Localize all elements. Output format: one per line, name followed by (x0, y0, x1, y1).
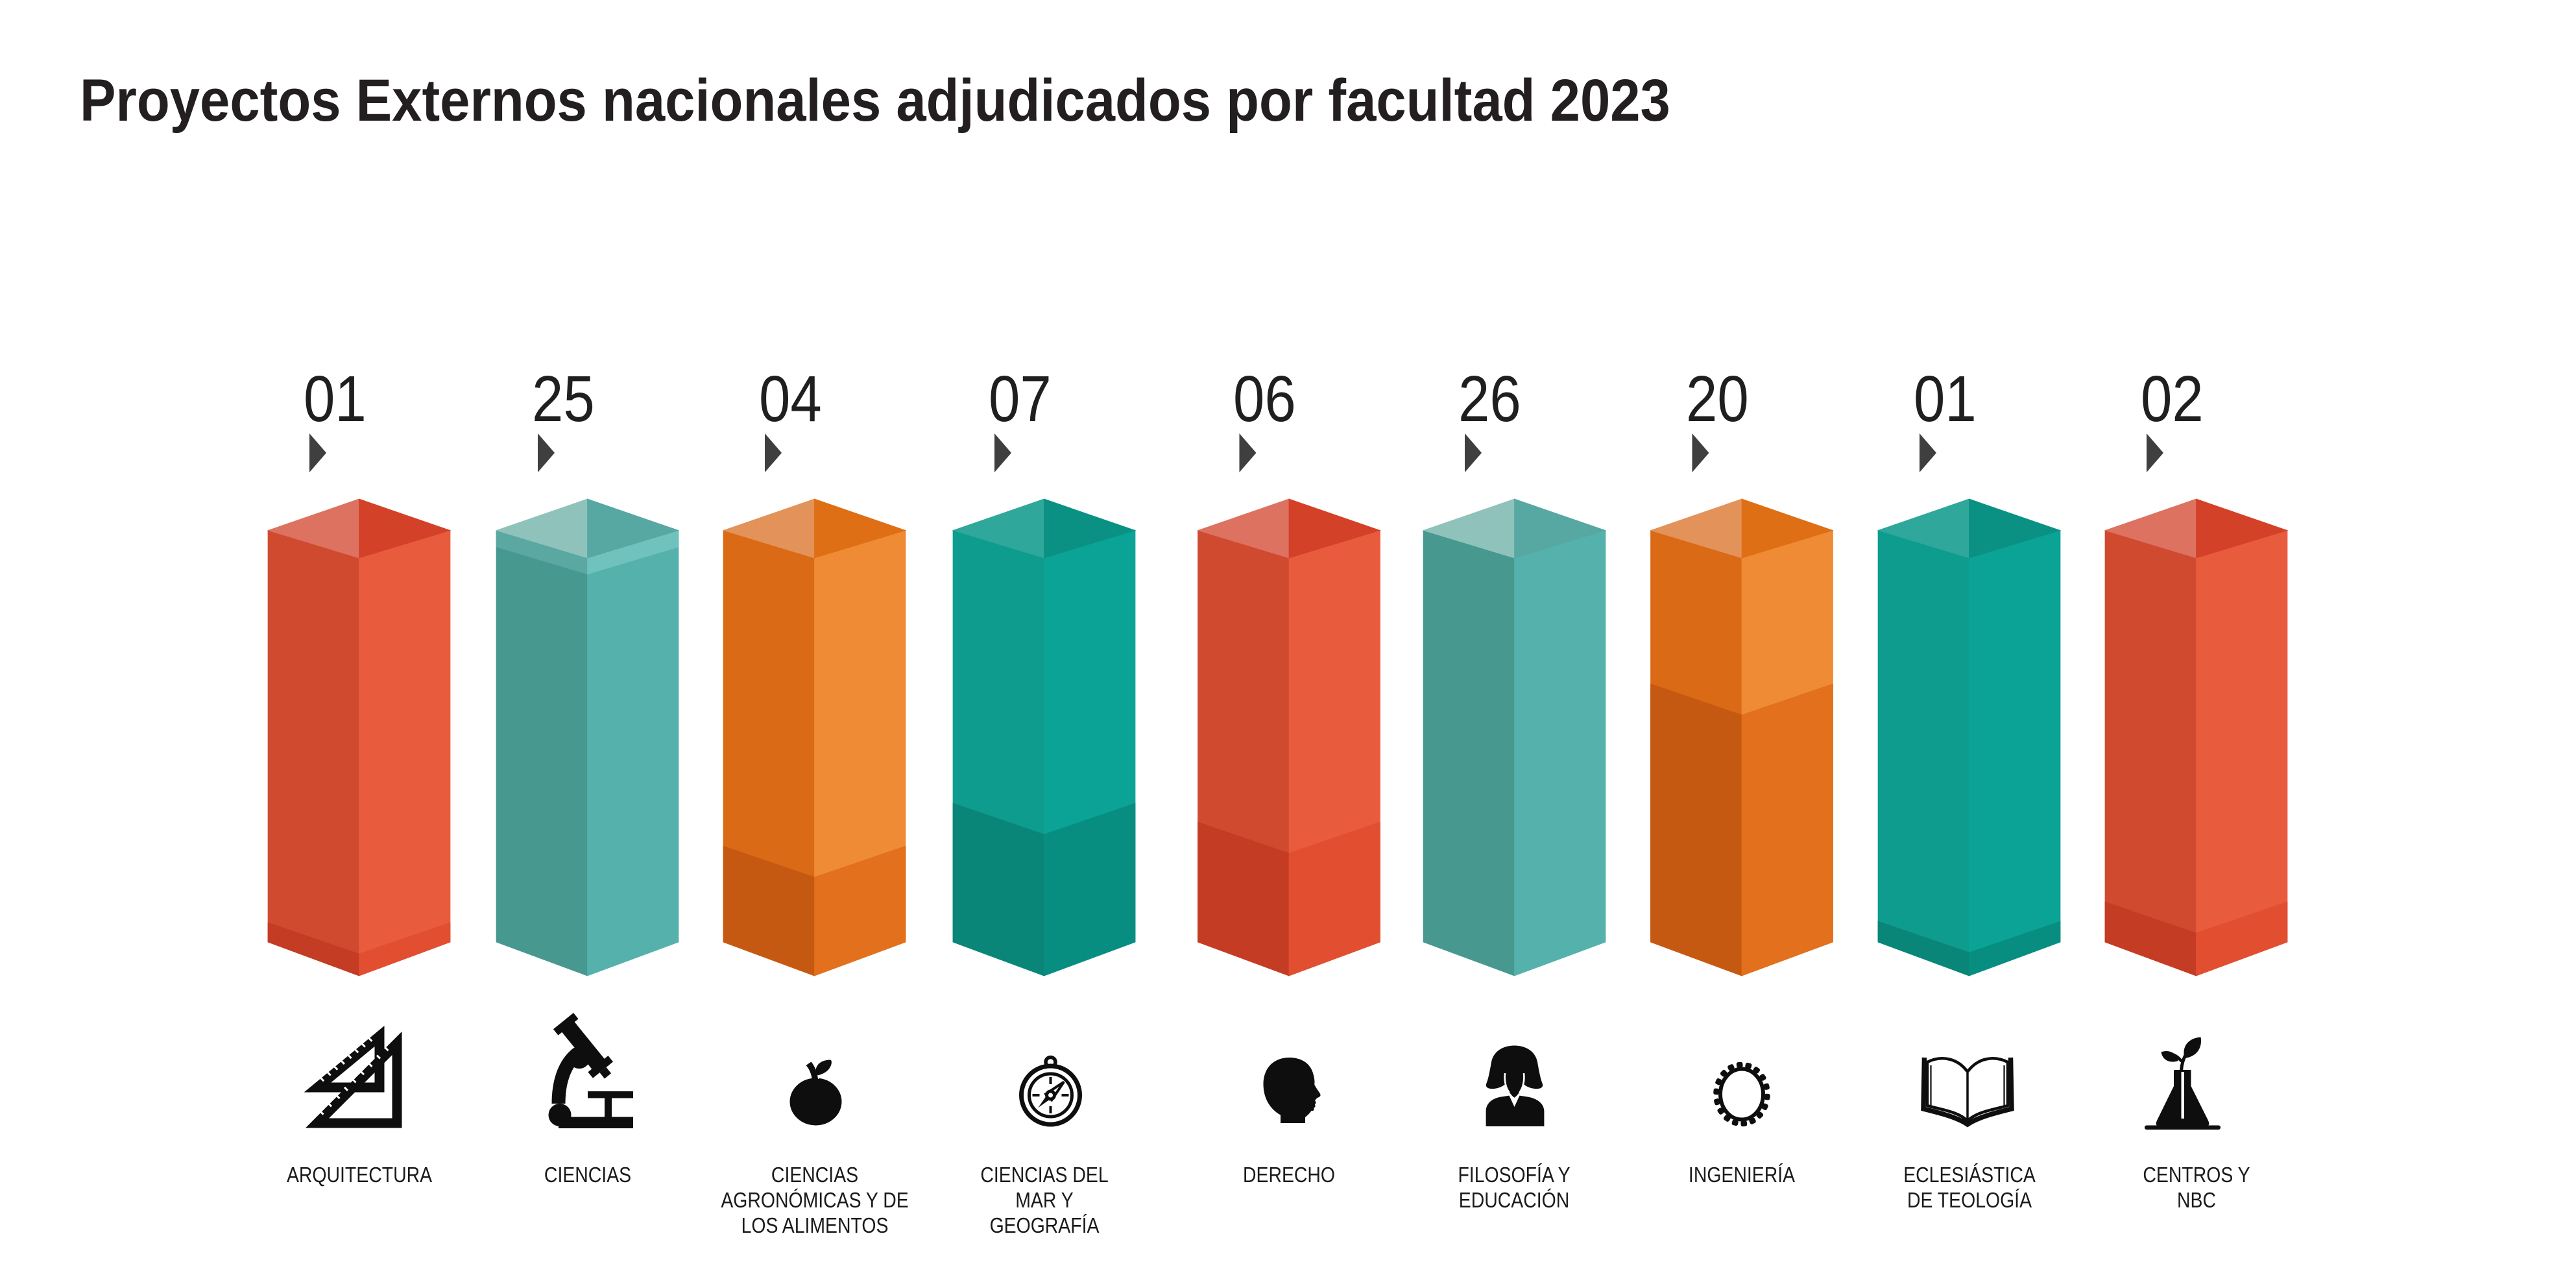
svg-text:04: 04 (759, 362, 822, 435)
svg-text:07: 07 (989, 362, 1052, 435)
svg-text:LOS ALIMENTOS: LOS ALIMENTOS (741, 1213, 889, 1238)
svg-text:ARQUITECTURA: ARQUITECTURA (287, 1163, 433, 1187)
svg-text:Proyectos Externos nacionales: Proyectos Externos nacionales adjudicado… (80, 67, 1670, 134)
svg-text:DE TEOLOGÍA: DE TEOLOGÍA (1907, 1188, 2032, 1213)
svg-text:06: 06 (1233, 362, 1296, 435)
svg-text:01: 01 (1914, 362, 1977, 435)
svg-text:ECLESIÁSTICA: ECLESIÁSTICA (1903, 1163, 2036, 1187)
svg-text:02: 02 (2141, 362, 2204, 435)
svg-text:FILOSOFÍA Y: FILOSOFÍA Y (1458, 1163, 1570, 1187)
svg-text:25: 25 (532, 362, 595, 435)
svg-text:20: 20 (1686, 362, 1749, 435)
svg-text:CIENCIAS: CIENCIAS (771, 1163, 858, 1187)
svg-text:EDUCACIÓN: EDUCACIÓN (1459, 1188, 1569, 1213)
svg-text:INGENIERÍA: INGENIERÍA (1689, 1163, 1796, 1187)
svg-text:CIENCIAS: CIENCIAS (544, 1163, 631, 1187)
svg-text:NBC: NBC (2177, 1188, 2216, 1213)
svg-text:AGRONÓMICAS Y DE: AGRONÓMICAS Y DE (721, 1188, 908, 1213)
svg-text:MAR Y: MAR Y (1015, 1188, 1073, 1213)
svg-text:26: 26 (1458, 362, 1521, 435)
svg-text:DERECHO: DERECHO (1243, 1163, 1335, 1187)
svg-text:CIENCIAS DEL: CIENCIAS DEL (980, 1163, 1108, 1187)
svg-text:01: 01 (304, 362, 367, 435)
svg-text:GEOGRAFÍA: GEOGRAFÍA (990, 1213, 1100, 1238)
svg-text:CENTROS Y: CENTROS Y (2143, 1163, 2250, 1187)
